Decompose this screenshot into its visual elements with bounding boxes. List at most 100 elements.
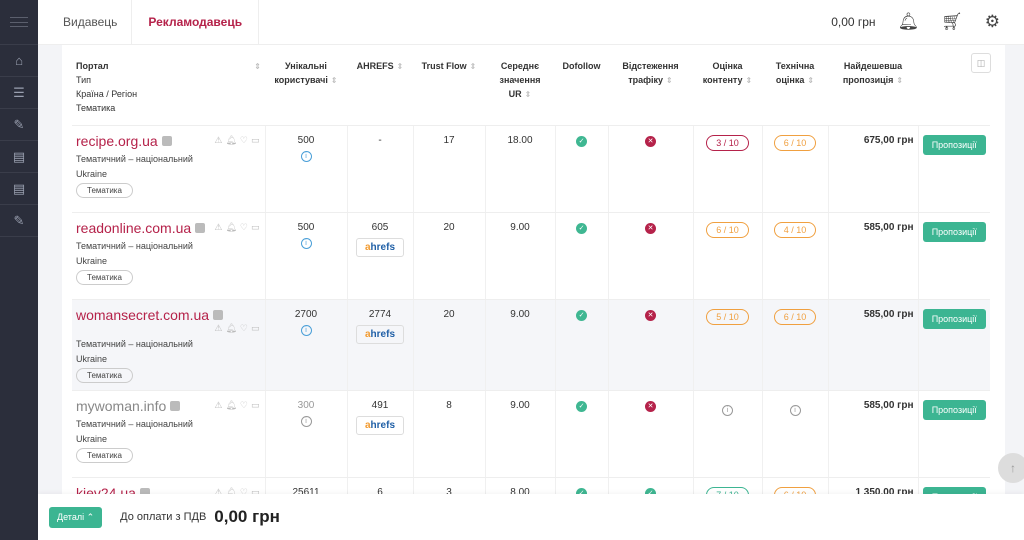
users-value: 25611 <box>292 486 320 495</box>
bell-icon[interactable]: 🔔︎ <box>225 400 238 410</box>
info-icon[interactable]: i <box>300 415 312 427</box>
bell-icon[interactable]: 🔔︎ <box>897 12 920 31</box>
topic-chip[interactable]: Тематика <box>76 367 133 383</box>
heart-icon[interactable]: ♡ <box>239 487 249 494</box>
sidebar-item-list[interactable]: ☰ <box>0 77 38 109</box>
external-link-icon[interactable] <box>170 400 181 411</box>
header-dofollow[interactable]: Dofollow <box>555 55 608 126</box>
heart-icon[interactable]: ♡ <box>239 400 249 410</box>
ahrefs-value: 6 <box>377 486 383 495</box>
tab-advertiser[interactable]: Рекламодавець <box>132 0 260 45</box>
table-row: recipe.org.ua ⚠ 🔔︎ ♡ ▭ Тематичний – націона… <box>72 125 990 213</box>
total-amount: 0,00 грн <box>214 507 280 526</box>
header-users[interactable]: Унікальні користувачі ⇕ <box>265 55 347 126</box>
comment-icon[interactable]: ▭ <box>250 487 261 494</box>
external-link-icon[interactable] <box>195 222 206 233</box>
portal-type: Тематичний – національний <box>76 240 193 251</box>
ahrefs-logo[interactable]: ahrefs <box>355 415 404 435</box>
portal-link[interactable]: kiev24.ua <box>76 484 136 495</box>
header-tech[interactable]: Технічна оцінка ⇕ <box>762 55 828 126</box>
external-link-icon[interactable] <box>213 309 224 320</box>
portal-link[interactable]: womansecret.com.ua <box>76 306 210 323</box>
sidebar-item-document-2[interactable]: ▤ <box>0 173 38 205</box>
sort-icon: ⇕ <box>745 76 753 85</box>
heart-icon[interactable]: ♡ <box>239 322 249 333</box>
gear-icon[interactable]: ⚙ <box>984 12 1000 31</box>
bell-icon[interactable]: 🔔︎ <box>225 135 238 145</box>
header-ur[interactable]: Середнє значення UR ⇕ <box>485 55 555 126</box>
warning-icon[interactable]: ⚠ <box>214 487 224 494</box>
tab-publisher[interactable]: Видавець <box>38 0 133 45</box>
comment-icon[interactable]: ▭ <box>250 322 261 333</box>
sort-icon[interactable]: ⇕ <box>254 62 261 71</box>
info-icon[interactable]: i <box>789 404 801 416</box>
ur-value: 18.00 <box>507 134 533 146</box>
warning-icon[interactable]: ⚠ <box>214 400 224 410</box>
portal-link[interactable]: readonline.com.ua <box>76 219 192 236</box>
ahrefs-logo[interactable]: ahrefs <box>355 237 404 257</box>
check-icon: ✓ <box>576 222 587 234</box>
header-ahrefs[interactable]: AHREFS ⇕ <box>347 55 413 126</box>
cart-icon[interactable]: 🛒︎ <box>941 12 963 31</box>
tech-score-badge: 6 / 10 <box>773 134 817 151</box>
cross-icon: ✕ <box>645 222 656 234</box>
details-button[interactable]: Деталі ⌃ <box>49 506 103 528</box>
info-icon[interactable]: i <box>300 150 312 162</box>
info-icon[interactable]: i <box>300 324 312 336</box>
sidebar-item-edit-2[interactable]: ✎ <box>0 205 38 237</box>
portal-type: Тематичний – національний <box>76 153 193 164</box>
warning-icon[interactable]: ⚠ <box>214 222 224 232</box>
portal-type: Тематичний – національний <box>76 418 193 429</box>
tech-score-badge: 4 / 10 <box>773 221 817 238</box>
ur-value: 9.00 <box>510 221 530 233</box>
warning-icon[interactable]: ⚠ <box>214 322 224 333</box>
trust-flow-value: 17 <box>443 134 455 146</box>
topic-chip[interactable]: Тематика <box>76 182 133 198</box>
portal-link[interactable]: recipe.org.ua <box>76 132 158 149</box>
sort-icon: ⇕ <box>396 62 404 71</box>
bell-icon[interactable]: 🔔︎ <box>225 487 238 494</box>
ur-value: 9.00 <box>510 399 530 411</box>
heart-icon[interactable]: ♡ <box>239 135 249 145</box>
ahrefs-logo[interactable]: ahrefs <box>355 324 404 344</box>
portals-table-card: ◫ Портал Тип Країна / Регіон Тематика ⇕ Унік… <box>62 45 1005 494</box>
portal-country: Ukraine <box>76 353 108 364</box>
sort-icon: ⇕ <box>896 76 904 85</box>
external-link-icon[interactable] <box>139 487 150 494</box>
users-value: 2700 <box>294 308 318 320</box>
ahrefs-value: 2774 <box>368 308 392 320</box>
bell-icon[interactable]: 🔔︎ <box>225 322 238 333</box>
header-content[interactable]: Оцінка контенту ⇕ <box>693 55 762 126</box>
offers-button[interactable]: Пропозиції <box>922 399 986 420</box>
sidebar-item-edit[interactable]: ✎ <box>0 109 38 141</box>
offers-button[interactable]: Пропозиції <box>922 221 986 242</box>
table-row: readonline.com.ua ⚠ 🔔︎ ♡ ▭ Тематичний – нац… <box>72 212 990 300</box>
cross-icon: ✕ <box>645 309 656 321</box>
topic-chip[interactable]: Тематика <box>76 269 133 285</box>
trust-flow-value: 3 <box>446 486 452 495</box>
external-link-icon[interactable] <box>161 135 172 146</box>
scroll-to-top-button[interactable]: ↑ <box>998 453 1024 483</box>
info-icon[interactable]: i <box>722 404 733 416</box>
offers-button[interactable]: Пропозиції <box>922 308 986 329</box>
offers-button[interactable]: Пропозиції <box>922 486 986 494</box>
sidebar-item-document[interactable]: ▤ <box>0 141 38 173</box>
topic-chip[interactable]: Тематика <box>76 447 133 463</box>
heart-icon[interactable]: ♡ <box>239 222 249 232</box>
bell-icon[interactable]: 🔔︎ <box>225 222 238 232</box>
comment-icon[interactable]: ▭ <box>250 222 261 232</box>
header-traffic[interactable]: Відстеження трафіку ⇕ <box>608 55 693 126</box>
comment-icon[interactable]: ▭ <box>250 135 261 145</box>
info-icon[interactable]: i <box>300 237 312 249</box>
comment-icon[interactable]: ▭ <box>250 400 261 410</box>
offers-button[interactable]: Пропозиції <box>922 134 986 155</box>
warning-icon[interactable]: ⚠ <box>214 135 224 145</box>
header-price[interactable]: Найдешевша пропозиція ⇕ <box>828 55 918 126</box>
header-trust-flow[interactable]: Trust Flow ⇕ <box>413 55 485 126</box>
list-icon: ☰ <box>13 84 25 100</box>
portal-link[interactable]: mywoman.info <box>76 397 167 414</box>
sidebar-item-home[interactable]: ⌂ <box>0 45 38 77</box>
header-portal[interactable]: Портал Тип Країна / Регіон Тематика ⇕ <box>72 55 265 126</box>
columns-toggle-button[interactable]: ◫ <box>971 53 991 73</box>
menu-toggle[interactable] <box>0 0 38 45</box>
